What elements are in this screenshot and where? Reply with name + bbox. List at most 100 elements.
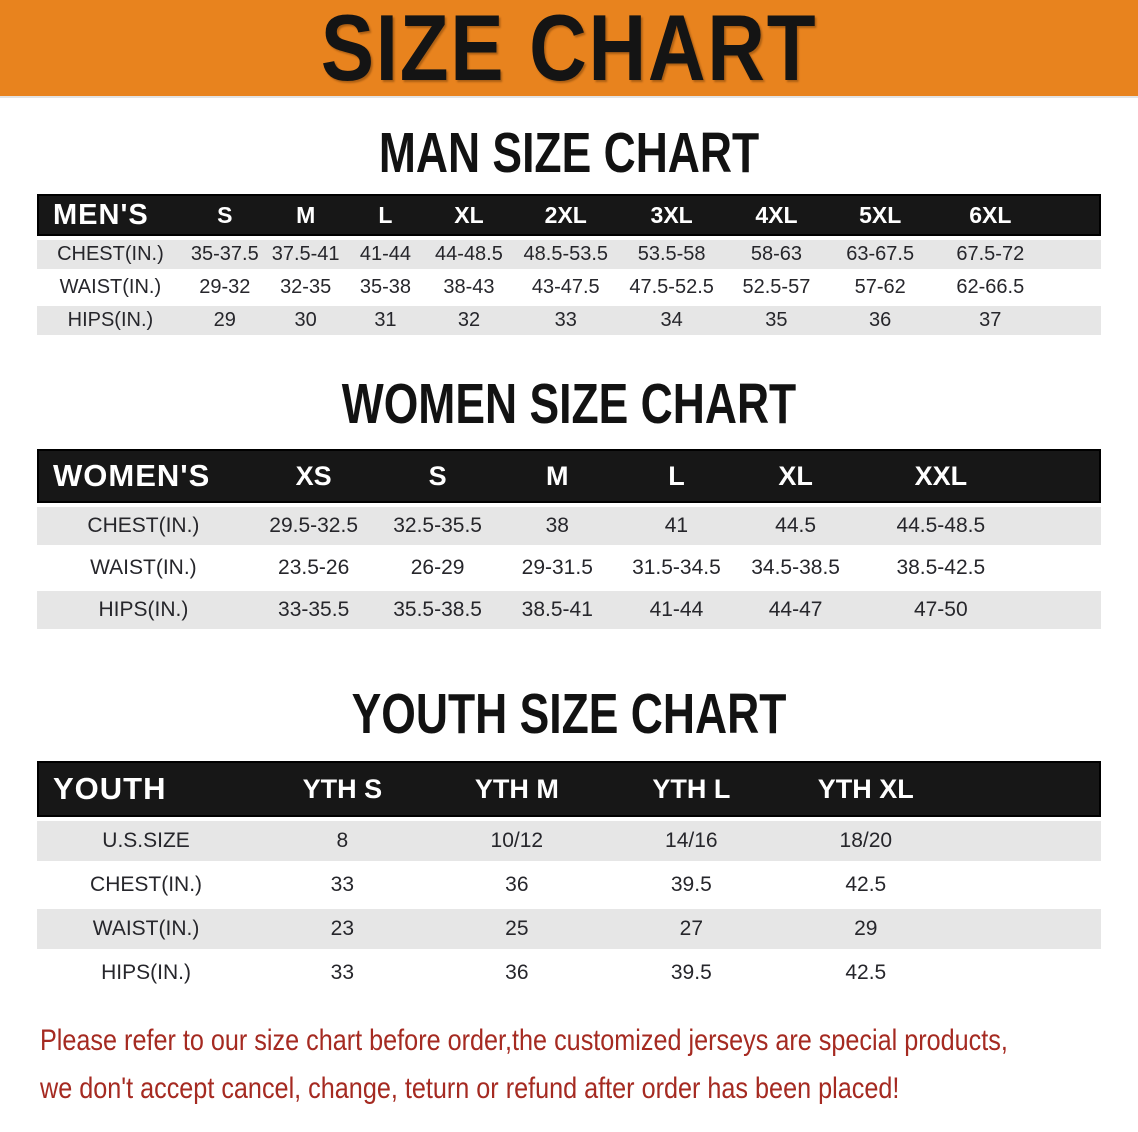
size-value-cell: 35 bbox=[765, 309, 788, 331]
size-value-cell: 29 bbox=[854, 917, 878, 940]
row-filler-cell bbox=[1026, 591, 1101, 629]
size-value-cell: 18/20 bbox=[839, 829, 893, 852]
size-value-cell: 35.5-38.5 bbox=[393, 598, 482, 621]
disclaimer-line-1: Please refer to our size chart before or… bbox=[40, 1024, 1008, 1057]
measurement-row: CHEST(IN.) 35-37.5 37.5-41 41-44 44-48.5 48.5… bbox=[37, 240, 1101, 269]
row-label: HIPS(IN.) bbox=[98, 598, 189, 621]
size-value-cell: 32.5-35.5 bbox=[393, 514, 482, 537]
size-value-cell: 32-35 bbox=[280, 276, 332, 298]
size-column-header: 5XL bbox=[828, 194, 932, 236]
size-value-cell: 53.5-58 bbox=[637, 243, 706, 265]
size-column-header: 6XL bbox=[931, 194, 1049, 236]
size-column-header: M bbox=[497, 449, 617, 503]
row-filler-cell bbox=[1026, 549, 1101, 587]
size-value-cell: 38-43 bbox=[443, 276, 495, 298]
women-group-label: WOMEN'S bbox=[37, 449, 250, 503]
row-label: CHEST(IN.) bbox=[57, 243, 164, 265]
size-value-cell: 31.5-34.5 bbox=[632, 556, 721, 579]
size-column-header: XS bbox=[249, 449, 378, 503]
size-value-cell: 34.5-38.5 bbox=[751, 556, 840, 579]
size-column-header: XXL bbox=[855, 449, 1027, 503]
size-value-cell: 47.5-52.5 bbox=[629, 276, 714, 298]
women-section: WOMEN SIZE CHART WOMEN'S XS S M L XL XXL… bbox=[37, 375, 1101, 633]
row-filler-cell bbox=[953, 865, 1101, 905]
women-header-row: WOMEN'S XS S M L XL XXL bbox=[37, 449, 1101, 503]
header-filler-cell bbox=[953, 761, 1101, 817]
size-value-cell: 52.5-57 bbox=[742, 276, 811, 298]
row-label: HIPS(IN.) bbox=[67, 309, 154, 331]
size-value-cell: 44.5 bbox=[775, 514, 817, 537]
youth-section-heading: YOUTH SIZE CHART bbox=[351, 682, 787, 746]
size-value-cell: 29-31.5 bbox=[521, 556, 593, 579]
size-column-header: 3XL bbox=[618, 194, 725, 236]
size-column-header: S bbox=[183, 194, 266, 236]
size-value-cell: 43-47.5 bbox=[531, 276, 600, 298]
size-value-cell: 34 bbox=[660, 309, 683, 331]
row-filler-cell bbox=[953, 909, 1101, 949]
size-column-header: YTH L bbox=[604, 761, 779, 817]
measurement-row: WAIST(IN.) 29-32 32-35 35-38 38-43 43-47.5 47.… bbox=[37, 273, 1101, 302]
row-filler-cell bbox=[1026, 507, 1101, 545]
size-column-header: YTH XL bbox=[778, 761, 954, 817]
size-value-cell: 39.5 bbox=[670, 961, 712, 984]
size-value-cell: 33-35.5 bbox=[278, 598, 350, 621]
youth-header-row: YOUTH YTH S YTH M YTH L YTH XL bbox=[37, 761, 1101, 817]
size-value-cell: 8 bbox=[336, 829, 349, 852]
size-column-header: S bbox=[377, 449, 498, 503]
size-value-cell: 44-48.5 bbox=[435, 243, 503, 265]
youth-group-label: YOUTH bbox=[37, 761, 256, 817]
row-filler-cell bbox=[1049, 240, 1101, 269]
size-value-cell: 63-67.5 bbox=[846, 243, 915, 265]
size-value-cell: 44.5-48.5 bbox=[896, 514, 986, 537]
youth-section: YOUTH SIZE CHART YOUTH YTH S YTH M YTH L… bbox=[37, 685, 1101, 997]
size-value-cell: 38 bbox=[545, 514, 569, 537]
size-value-cell: 39.5 bbox=[670, 873, 712, 896]
measurement-row: CHEST(IN.) 29.5-32.5 32.5-35.5 38 41 44.5 44.5… bbox=[37, 507, 1101, 545]
row-label: HIPS(IN.) bbox=[101, 961, 191, 984]
men-header-row: MEN'S S M L XL 2XL 3XL 4XL 5XL 6XL bbox=[37, 194, 1101, 236]
measurement-row: HIPS(IN.) 29 30 31 32 33 34 35 36 37 bbox=[37, 306, 1101, 335]
size-value-cell: 27 bbox=[679, 917, 703, 940]
size-column-header: XL bbox=[425, 194, 513, 236]
measurement-row: U.S.SIZE 8 10/12 14/16 18/20 bbox=[37, 821, 1101, 861]
content: MAN SIZE CHART MEN'S S M L XL 2XL 3XL 4X… bbox=[0, 124, 1138, 1113]
size-value-cell: 10/12 bbox=[490, 829, 544, 852]
women-section-heading: WOMEN SIZE CHART bbox=[341, 372, 797, 436]
women-size-table: WOMEN'S XS S M L XL XXL CHEST(IN.) 29.5-3… bbox=[37, 445, 1101, 633]
measurement-row: CHEST(IN.) 33 36 39.5 42.5 bbox=[37, 865, 1101, 905]
measurement-row: HIPS(IN.) 33-35.5 35.5-38.5 38.5-41 41-44 44-… bbox=[37, 591, 1101, 629]
size-value-cell: 33 bbox=[330, 873, 355, 896]
men-section-heading: MAN SIZE CHART bbox=[378, 121, 760, 185]
size-column-header: M bbox=[265, 194, 346, 236]
size-value-cell: 31 bbox=[374, 309, 397, 331]
measurement-row: HIPS(IN.) 33 36 39.5 42.5 bbox=[37, 953, 1101, 993]
size-value-cell: 41-44 bbox=[649, 598, 704, 621]
row-label: CHEST(IN.) bbox=[90, 873, 203, 896]
row-filler-cell bbox=[953, 953, 1101, 993]
row-label: U.S.SIZE bbox=[102, 829, 190, 852]
size-value-cell: 26-29 bbox=[410, 556, 465, 579]
size-value-cell: 32 bbox=[457, 309, 481, 331]
size-column-header: YTH M bbox=[429, 761, 605, 817]
size-value-cell: 23.5-26 bbox=[278, 556, 350, 579]
page-title: SIZE CHART bbox=[320, 0, 818, 98]
row-label: CHEST(IN.) bbox=[87, 514, 200, 537]
size-value-cell: 57-62 bbox=[854, 276, 906, 298]
size-column-header: XL bbox=[736, 449, 856, 503]
size-column-header: L bbox=[345, 194, 426, 236]
size-value-cell: 38.5-42.5 bbox=[896, 556, 986, 579]
men-section: MAN SIZE CHART MEN'S S M L XL 2XL 3XL 4X… bbox=[37, 124, 1101, 339]
size-value-cell: 48.5-53.5 bbox=[523, 243, 609, 265]
size-value-cell: 36 bbox=[505, 873, 529, 896]
youth-size-table: YOUTH YTH S YTH M YTH L YTH XL U.S.SIZE 8… bbox=[37, 757, 1101, 997]
size-value-cell: 44-47 bbox=[768, 598, 823, 621]
size-chart-banner: SIZE CHART bbox=[0, 0, 1138, 98]
size-value-cell: 37.5-41 bbox=[271, 243, 340, 265]
size-value-cell: 47-50 bbox=[913, 598, 968, 621]
size-value-cell: 33 bbox=[554, 309, 577, 331]
row-label: WAIST(IN.) bbox=[59, 276, 162, 298]
size-column-header: L bbox=[616, 449, 737, 503]
row-label: WAIST(IN.) bbox=[92, 917, 200, 940]
size-value-cell: 36 bbox=[505, 961, 529, 984]
size-value-cell: 42.5 bbox=[845, 873, 887, 896]
